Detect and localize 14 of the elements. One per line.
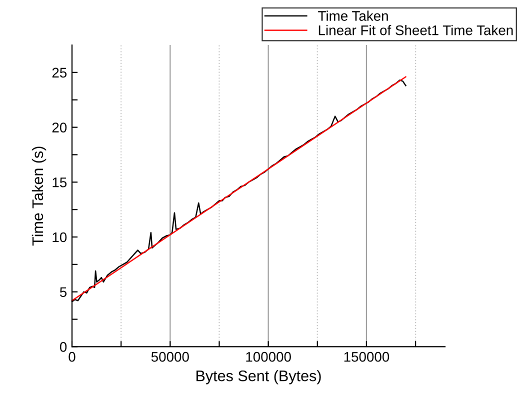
y-tick-label: 10 bbox=[52, 232, 67, 242]
y-tick-label: 25 bbox=[52, 68, 67, 78]
x-tick-label: 100000 bbox=[246, 352, 291, 362]
y-tick-label: 0 bbox=[60, 342, 67, 352]
legend-label: Time Taken bbox=[318, 10, 388, 21]
x-tick-label: 150000 bbox=[344, 352, 390, 362]
y-tick-label: 20 bbox=[52, 122, 67, 132]
y-tick-label: 5 bbox=[60, 287, 67, 298]
x-tick-label: 50000 bbox=[151, 352, 189, 362]
x-tick-label: 0 bbox=[68, 352, 76, 362]
y-axis-title: Time Taken (s) bbox=[32, 146, 46, 246]
y-tick-label: 15 bbox=[52, 178, 67, 188]
legend-label: Linear Fit of Sheet1 Time Taken bbox=[318, 25, 513, 36]
x-axis-title: Bytes Sent (Bytes) bbox=[196, 370, 321, 384]
